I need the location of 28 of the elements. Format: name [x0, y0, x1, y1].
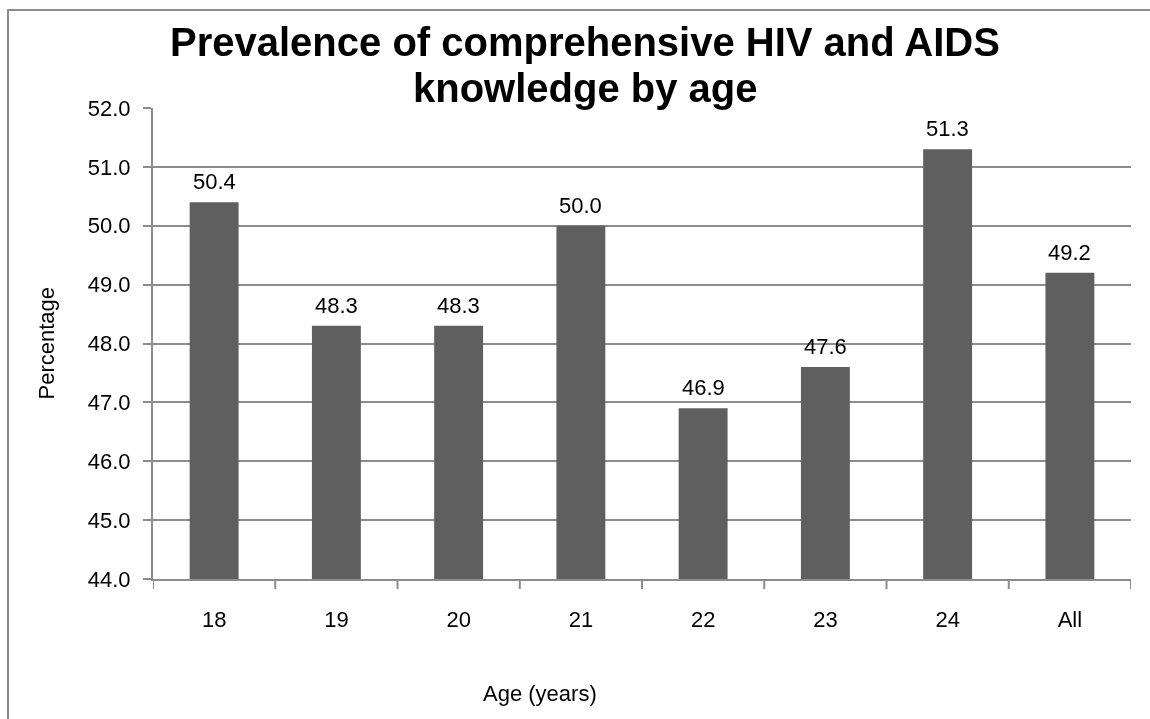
data-label: 47.6 [804, 334, 847, 359]
x-tick-label: 21 [568, 607, 594, 633]
y-tick-label: 47.0 [87, 390, 131, 416]
data-label: 51.3 [926, 116, 969, 141]
chart-title: Prevalence of comprehensive HIV and AIDS knowledge by age [170, 20, 1000, 110]
y-tick-label: 45.0 [87, 507, 131, 533]
x-tick-label: 22 [690, 607, 716, 633]
data-label: 50.0 [559, 193, 602, 218]
y-tick-label: 49.0 [87, 272, 131, 298]
x-tick-label: 20 [446, 607, 471, 633]
y-tick-label: 46.0 [87, 448, 131, 474]
x-axis-title: Age (years) [483, 681, 597, 706]
y-tick-label: 52.0 [87, 95, 131, 121]
y-tick-label: 50.0 [87, 213, 131, 239]
x-tick-label: All [1057, 607, 1083, 633]
data-label: 48.3 [315, 293, 358, 318]
x-tick-label: 19 [324, 607, 349, 633]
data-label: 46.9 [682, 375, 725, 400]
y-tick-label: 48.0 [87, 331, 131, 357]
x-tick-label: 18 [201, 607, 227, 633]
data-label: 50.4 [193, 169, 236, 194]
data-label: 49.2 [1048, 240, 1091, 265]
y-tick-label: 51.0 [87, 154, 131, 180]
y-axis-title: Percentage [33, 286, 59, 400]
x-tick-label: 24 [935, 607, 960, 633]
x-tick-label: 23 [813, 607, 838, 633]
data-label: 48.3 [437, 293, 480, 318]
y-tick-label: 44.0 [87, 566, 131, 592]
